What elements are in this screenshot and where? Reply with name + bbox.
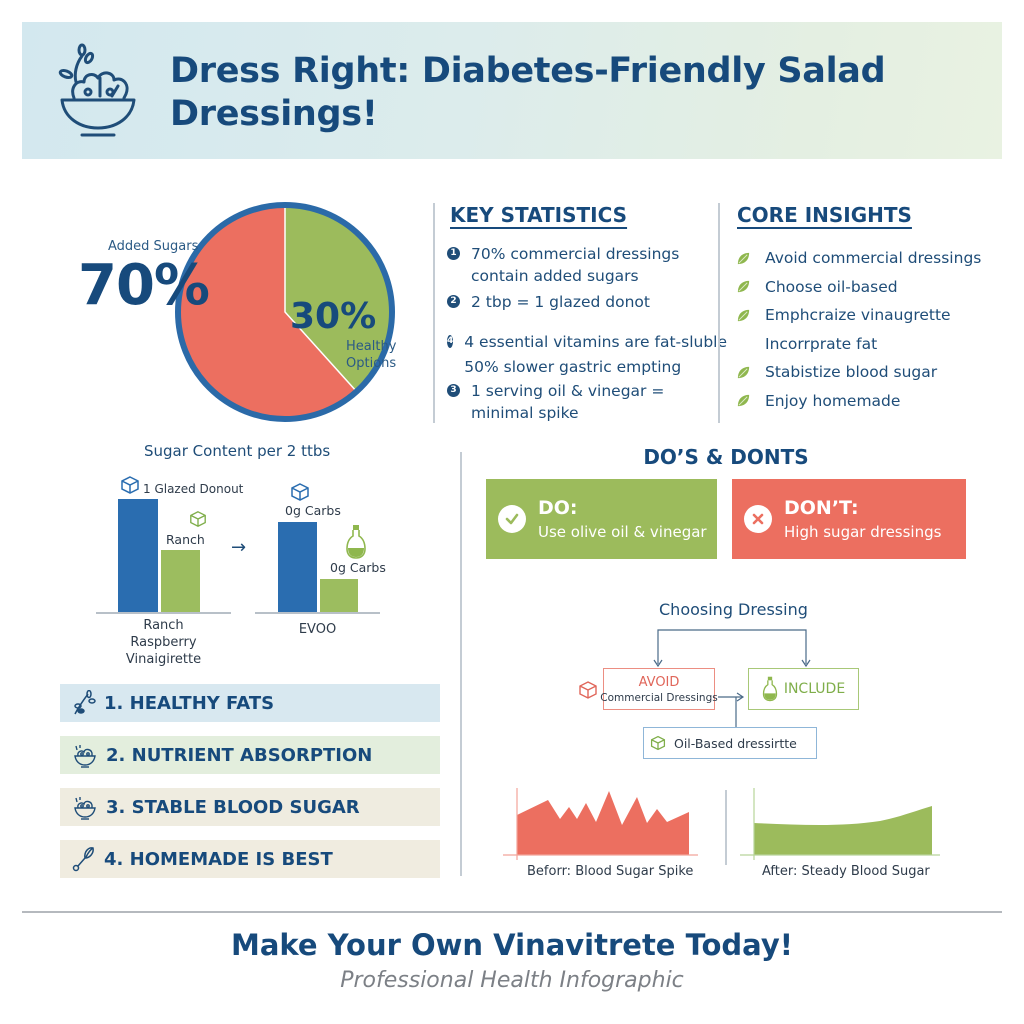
bar-ranch-blue: [118, 499, 158, 612]
core-insights-list: Avoid commercial dressings Choose oil-ba…: [736, 244, 1006, 415]
bar-raspberry-green: [161, 550, 200, 612]
leaf-icon: [737, 252, 750, 264]
flow-connectors: [653, 629, 811, 730]
whisk-icon: [72, 847, 94, 872]
divider: [460, 452, 462, 876]
sugar-chart-title: Sugar Content per 2 ttbs: [144, 442, 331, 460]
x-axis: [255, 612, 380, 614]
flow-title: Choosing Dressing: [659, 600, 808, 619]
sugar-cube-icon: [579, 681, 597, 699]
leaf-icon: [737, 281, 750, 293]
divider: [433, 203, 435, 423]
x-axis: [96, 612, 231, 614]
avoid-box: AVOID Commercial Dressings: [600, 668, 718, 710]
added-sugars-label: Added Sugars: [108, 239, 199, 254]
page-title: Dress Right: Diabetes-Friendly Salad Dre…: [170, 51, 886, 134]
stat-item: 1 70% commercial dressings contain added …: [447, 243, 722, 287]
dos-donts-heading: DO’S & DONTS: [643, 445, 809, 469]
oil-bottle-icon: [762, 676, 777, 702]
added-sugars-value: 70%: [78, 253, 210, 318]
band-nutrient-absorption: 2. NUTRIENT ABSORPTION: [60, 736, 440, 774]
after-steady-chart: [740, 788, 940, 860]
bar-evoo-blue: [278, 522, 317, 612]
bar-label: 1 Glazed Donout: [143, 482, 244, 496]
key-statistics-heading: KEY STATISTICS: [450, 203, 628, 227]
sprig-icon: [74, 690, 96, 715]
stat-item: 2 2 tbp = 1 glazed donot: [447, 291, 722, 313]
salad-bowl-icon: [74, 745, 96, 768]
after-label: After: Steady Blood Sugar: [762, 864, 930, 879]
insight-item: Enjoy homemade: [736, 387, 1006, 416]
x-axis-label: Ranch Raspberry Vinaigirette: [125, 618, 202, 667]
before-label: Beforr: Blood Sugar Spike: [527, 864, 694, 879]
number-2-icon: 2: [447, 295, 460, 308]
healthy-options-value: 30%: [290, 296, 377, 337]
stat-item: 3 1 serving oil & vinegar = minimal spike: [447, 380, 722, 424]
core-insights-heading: CORE INSIGHTS: [737, 203, 912, 227]
sugar-pie-chart: [175, 202, 395, 422]
bar-evoo-green: [320, 579, 358, 612]
oil-based-box: Oil-Based dressirtte: [643, 727, 817, 759]
band-homemade-is-best: 4. HOMEMADE IS BEST: [60, 840, 440, 878]
divider: [718, 203, 720, 423]
footer-divider: [22, 911, 1002, 913]
bar-label: 0g Carbs: [330, 560, 386, 575]
insight-item: Avoid commercial dressings: [736, 244, 1006, 273]
oil-bottle-icon: [346, 525, 366, 559]
sugar-cube-icon: [291, 483, 309, 501]
band-stable-blood-sugar: 3. STABLE BLOOD SUGAR: [60, 788, 440, 826]
number-1-icon: 1: [447, 247, 460, 260]
footer-cta: Make Your Own Vinavitrete Today!: [230, 928, 793, 962]
arrow-right-icon: →: [231, 537, 247, 558]
do-card: DO: Use olive oil & vinegar: [486, 479, 717, 559]
bar-label: Ranch: [166, 532, 205, 547]
include-box: INCLUDE: [748, 668, 859, 710]
divider: [725, 790, 727, 865]
insight-item: Choose oil-based: [736, 273, 1006, 302]
number-3-icon: 3: [447, 384, 460, 397]
header-banner: Dress Right: Diabetes-Friendly Salad Dre…: [22, 22, 1002, 159]
insight-item: Stabistize blood sugar: [736, 358, 1006, 387]
insight-item: Incorrprate fat: [765, 334, 878, 353]
sugar-cube-icon: [650, 735, 666, 751]
footer-subtitle: Professional Health Infographic: [340, 968, 684, 993]
leaf-icon: [737, 309, 750, 321]
band-healthy-fats: 1. HEALTHY FATS: [60, 684, 440, 722]
dont-card: DON’T: High sugar dressings: [732, 479, 966, 559]
salad-bowl-icon: [58, 43, 136, 137]
x-axis-label: EVOO: [298, 622, 337, 637]
check-icon: [498, 505, 526, 533]
leaf-icon: [737, 395, 750, 407]
salad-bowl-icon: [74, 797, 96, 820]
sugar-cube-icon: [190, 511, 206, 527]
healthy-options-label: Healthy Options: [346, 339, 397, 371]
sugar-cube-icon: [121, 476, 139, 494]
x-close-icon: [744, 505, 772, 533]
leaf-icon: [737, 366, 750, 378]
insight-item: Emphcraize vinaugrette: [736, 301, 1006, 330]
number-4-icon: 4: [447, 335, 454, 348]
before-spike-chart: [503, 788, 698, 860]
key-statistics-list: 1 70% commercial dressings contain added …: [447, 243, 728, 424]
bar-label: 0g Carbs: [285, 503, 341, 518]
stat-item: 4 4 essential vitamins are fat-sluble 50%…: [447, 333, 728, 376]
